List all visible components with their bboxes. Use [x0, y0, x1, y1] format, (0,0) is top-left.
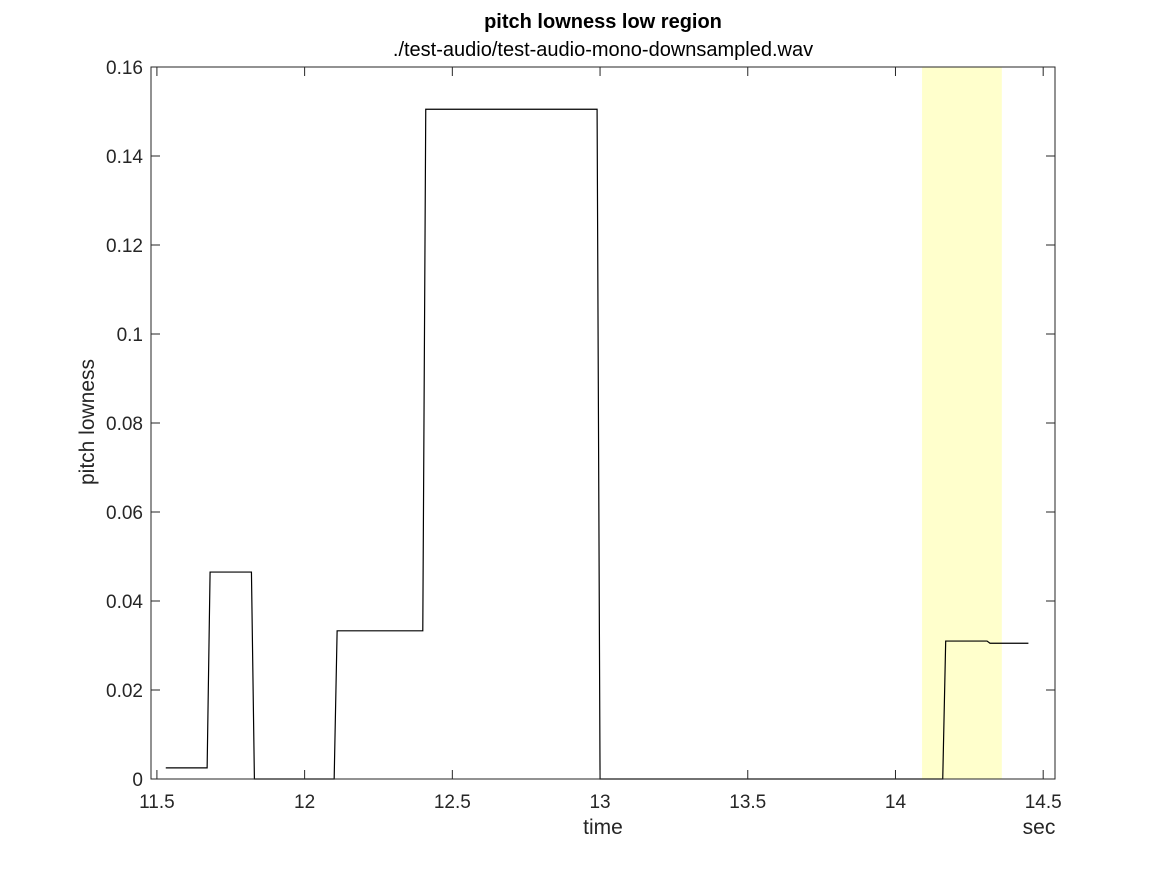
x-tick-label: 11.5: [139, 792, 175, 813]
y-tick-label: 0.1: [117, 325, 143, 346]
x-tick-label: 12: [294, 792, 315, 813]
y-tick-label: 0.06: [106, 503, 143, 524]
y-tick-label: 0.12: [106, 236, 143, 257]
x-axis-label: time: [583, 816, 623, 839]
axes-box: [150, 66, 1056, 780]
x-tick-label: 12.5: [434, 792, 471, 813]
x-tick-label: 14.5: [1025, 792, 1062, 813]
y-tick-label: 0.02: [106, 681, 143, 702]
plot-area: 11.5 12 12.5 13 13.5 14 14.5 0 0.02 0.04 0.06 0.08 0…: [106, 58, 1062, 813]
y-tick-label: 0.16: [106, 58, 143, 79]
y-axis-label: pitch lowness: [76, 359, 99, 485]
chart-subtitle: ./test-audio/test-audio-mono-downsampled…: [393, 39, 813, 61]
highlight-region: [922, 67, 1002, 779]
x-tick-label: 13.5: [729, 792, 766, 813]
y-tick-label: 0: [132, 770, 143, 791]
x-tick-label: 13: [589, 792, 610, 813]
x-axis-unit-label: sec: [1023, 816, 1056, 839]
chart-title: pitch lowness low region: [484, 11, 722, 33]
y-tick-label: 0.08: [106, 414, 143, 435]
y-tick-label: 0.14: [106, 147, 143, 168]
x-tick-label: 14: [885, 792, 907, 813]
y-tick-label: 0.04: [106, 592, 143, 613]
series-line-0: [165, 108, 1029, 780]
